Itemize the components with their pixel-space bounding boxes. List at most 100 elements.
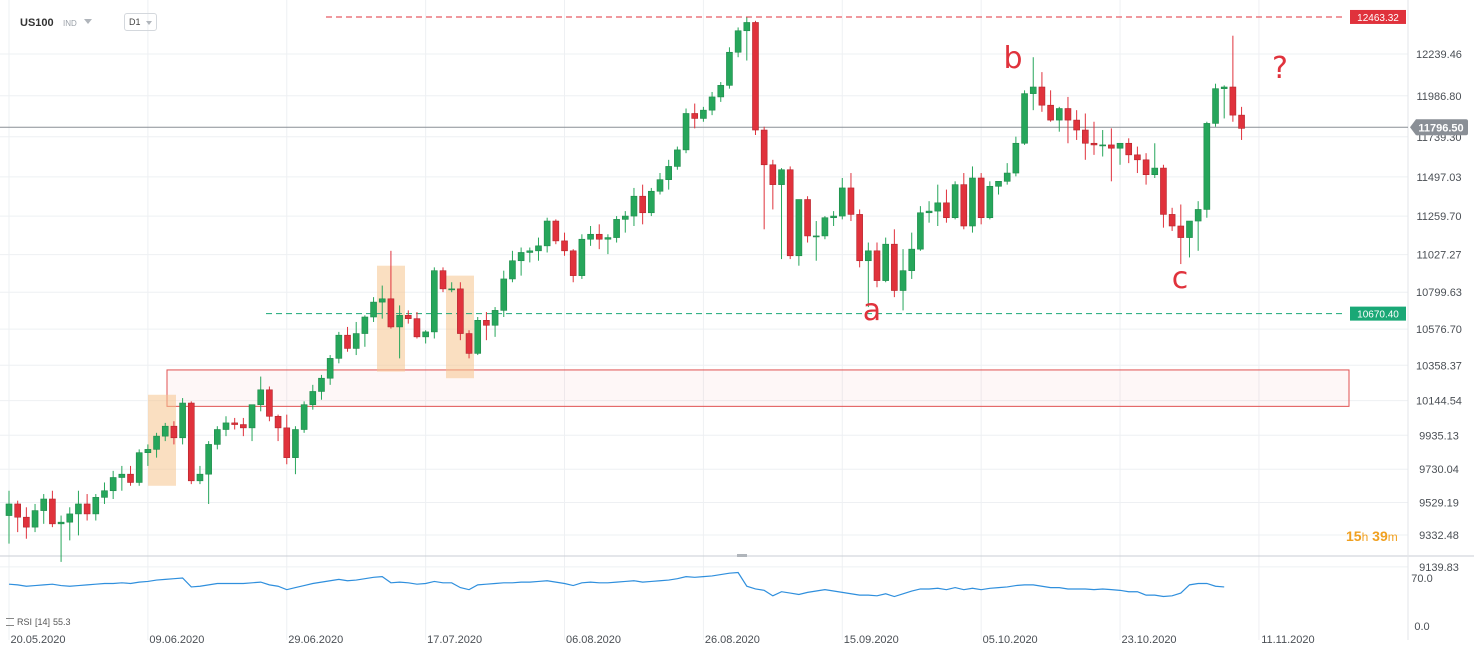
- rsi-period: [14]: [35, 617, 51, 627]
- date-tick: 11.11.2020: [1261, 634, 1314, 646]
- price-tick: 10358.37: [1416, 360, 1462, 372]
- candle-up: [431, 270, 438, 333]
- candle-up: [1116, 142, 1124, 149]
- candle-down: [1177, 225, 1185, 238]
- candle-up: [1151, 167, 1159, 175]
- candle-up: [318, 377, 325, 392]
- candle-down: [240, 424, 247, 429]
- candle-down: [344, 334, 351, 349]
- symbol-dropdown-icon[interactable]: [84, 19, 92, 24]
- price-tick: 11259.70: [1416, 211, 1461, 223]
- date-axis[interactable]: 20.05.2020 09.06.2020 29.06.2020 17.07.2020…: [10, 634, 1314, 646]
- candle-up: [604, 237, 612, 240]
- rsi-panel[interactable]: 70.0 0.0: [8, 571, 1433, 633]
- candle-up: [578, 238, 586, 276]
- level-tag-label: 12463.32: [1357, 13, 1399, 24]
- level-tag: [1350, 9, 1406, 24]
- candle-up: [422, 331, 429, 338]
- candle-up: [1021, 93, 1028, 144]
- candle-up: [1099, 144, 1106, 147]
- candle-up: [1203, 123, 1211, 210]
- price-tick: 11027.27: [1416, 250, 1461, 262]
- candle-up: [509, 260, 516, 280]
- candle-down: [1082, 129, 1089, 144]
- candle-up: [292, 429, 299, 458]
- candle-up: [326, 358, 334, 379]
- candle-up: [118, 473, 126, 478]
- candle-up: [986, 185, 994, 219]
- candle-down: [804, 199, 811, 237]
- candle-down: [1108, 144, 1115, 149]
- candle-down: [1142, 159, 1150, 175]
- candle-down: [977, 177, 985, 219]
- timeframe-select[interactable]: D1: [124, 13, 157, 31]
- candle-up: [969, 177, 976, 227]
- candle-up: [179, 402, 186, 439]
- price-axis[interactable]: 12239.4611986.8011739.3011497.0311259.70…: [1410, 49, 1468, 574]
- candle-up: [309, 391, 317, 405]
- candle-down: [1238, 114, 1245, 129]
- candle-up: [535, 245, 542, 252]
- candle-up: [908, 248, 916, 271]
- price-tick: 9332.48: [1419, 530, 1459, 542]
- symbol-label[interactable]: US100: [20, 17, 54, 29]
- candle-up: [682, 113, 690, 151]
- candle-up: [726, 51, 733, 86]
- candle-up: [257, 389, 265, 405]
- candle-down: [283, 427, 291, 458]
- candle-up: [517, 252, 525, 262]
- rsi-tick: 70.0: [1411, 573, 1432, 585]
- candle-up: [5, 503, 13, 516]
- candle-down: [561, 240, 568, 252]
- candle-down: [691, 113, 699, 119]
- candle-up: [335, 334, 343, 359]
- candle-up: [951, 184, 959, 219]
- countdown-minutes-unit: m: [1387, 530, 1398, 544]
- candle-up: [995, 181, 1002, 187]
- candle-up: [865, 250, 872, 262]
- candle-down: [943, 202, 950, 219]
- market-label: IND: [63, 18, 77, 28]
- current-price-label: 11796.50: [1418, 122, 1463, 134]
- candle-up: [1012, 142, 1020, 174]
- candle-up: [500, 278, 508, 311]
- rsi-legend[interactable]: RSI [14] 55.3: [6, 617, 71, 627]
- candle-up: [40, 498, 48, 511]
- candle-up: [743, 22, 751, 32]
- candle-down: [23, 516, 30, 528]
- candle-up: [665, 166, 672, 180]
- candle-down: [1047, 104, 1054, 121]
- candle-highlight: [148, 394, 176, 486]
- candle-up: [378, 298, 386, 303]
- candle-up: [361, 316, 369, 334]
- candle-down: [49, 498, 56, 525]
- candle-down: [83, 503, 91, 515]
- candle-down: [847, 187, 855, 215]
- candle-up: [1194, 209, 1202, 222]
- price-tick: 11497.03: [1416, 172, 1461, 184]
- candle-up: [1186, 220, 1193, 238]
- candle-up: [144, 449, 152, 453]
- price-levels: 12463.32 10670.40: [0, 9, 1408, 321]
- candle-up: [1220, 86, 1228, 89]
- date-tick: 20.05.2020: [10, 634, 65, 646]
- candle-up: [648, 190, 655, 214]
- candle-down: [1168, 214, 1176, 227]
- current-price-tag: [1410, 119, 1468, 136]
- candle-up: [222, 422, 230, 430]
- level-tag: [1350, 306, 1406, 321]
- candle-down: [960, 184, 968, 227]
- candle-down: [752, 22, 759, 131]
- candle-up: [613, 219, 620, 238]
- price-tick: 9730.04: [1419, 464, 1459, 476]
- price-tick: 9529.19: [1419, 497, 1459, 509]
- countdown-hours: 15: [1346, 528, 1362, 544]
- candle-down: [786, 169, 794, 257]
- candle-up: [92, 497, 100, 515]
- candle-up: [717, 85, 725, 98]
- candle-down: [760, 129, 768, 166]
- candle-down: [769, 164, 777, 185]
- price-tick: 11986.80: [1416, 91, 1461, 103]
- candle-down: [1125, 142, 1133, 156]
